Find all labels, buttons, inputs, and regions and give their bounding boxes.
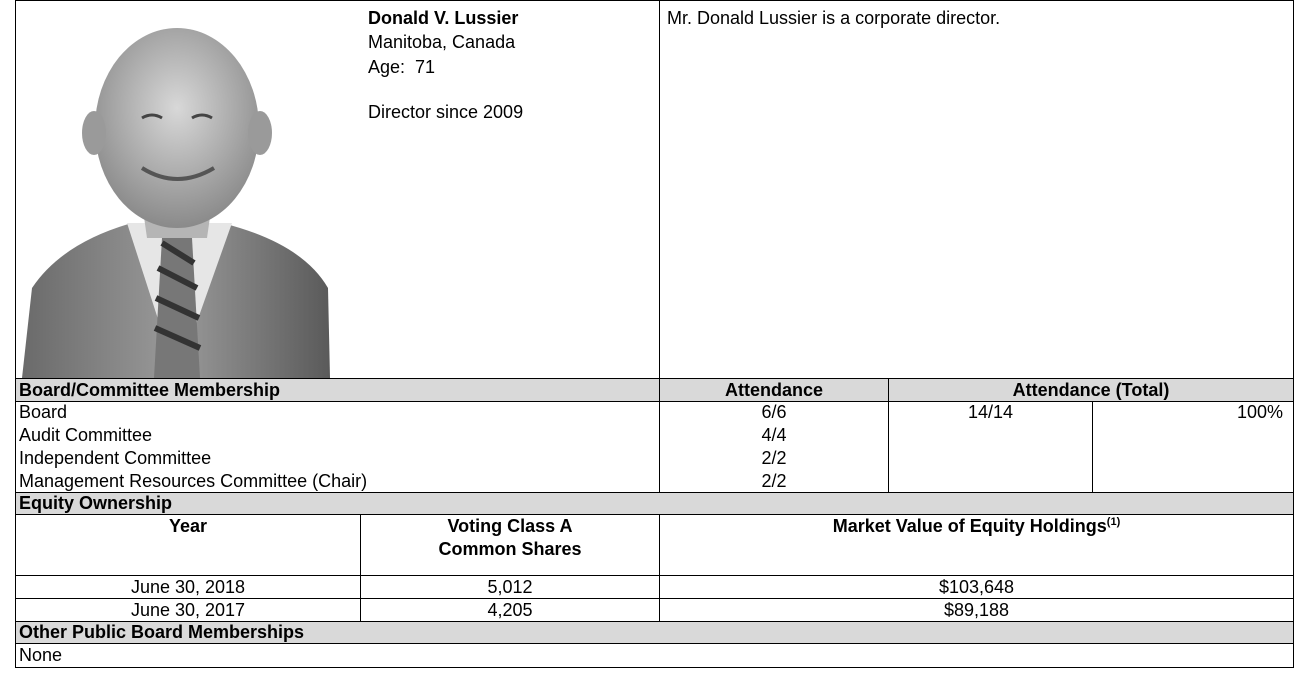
header-text: Year — [168, 516, 208, 536]
age-label: Age: — [368, 57, 406, 77]
portrait-photo — [22, 28, 330, 378]
header-cell — [659, 378, 889, 402]
section-header-cell — [15, 492, 1294, 515]
section-title: Equity Ownership — [19, 493, 173, 513]
shares: 4,205 — [487, 600, 533, 620]
committee-name: Independent Committee — [19, 448, 212, 468]
committee-name: Management Resources Committee (Chair) — [19, 471, 368, 491]
market-value: $89,188 — [943, 600, 1010, 620]
year: June 30, 2017 — [130, 600, 246, 620]
cell — [15, 643, 1294, 668]
header-text: Board/Committee Membership — [19, 380, 281, 400]
header-text: Market Value of Equity Holdings(1) — [659, 515, 1294, 538]
location: Manitoba, Canada — [368, 32, 516, 52]
market-value: $103,648 — [938, 577, 1015, 597]
other-value: None — [19, 645, 63, 665]
year: June 30, 2018 — [130, 577, 246, 597]
header-text: Voting Class A Common Shares — [438, 516, 582, 559]
attendance-total: 14/14 — [967, 402, 1014, 422]
age-value: 71 — [415, 57, 436, 77]
header-text: Attendance (Total) — [1012, 380, 1170, 400]
committee-name: Board — [19, 402, 68, 422]
attendance: 2/2 — [761, 471, 787, 491]
director-since: Director since 2009 — [368, 102, 524, 122]
director-name: Donald V. Lussier — [368, 8, 519, 28]
age: Age: 71 — [368, 56, 435, 79]
attendance: 2/2 — [761, 448, 787, 468]
attendance-percent: 100% — [1236, 402, 1283, 422]
bio-cell — [659, 0, 1294, 379]
header-text: Attendance — [724, 380, 823, 400]
committee-name: Audit Committee — [19, 425, 153, 445]
attendance: 4/4 — [761, 425, 787, 445]
header-label: Market Value of Equity Holdings — [832, 516, 1107, 536]
shares: 5,012 — [487, 577, 533, 597]
attendance: 6/6 — [761, 402, 787, 422]
bio: Mr. Donald Lussier is a corporate direct… — [667, 8, 1001, 28]
section-title: Other Public Board Memberships — [19, 622, 305, 642]
footnote-ref: (1) — [1106, 516, 1121, 528]
